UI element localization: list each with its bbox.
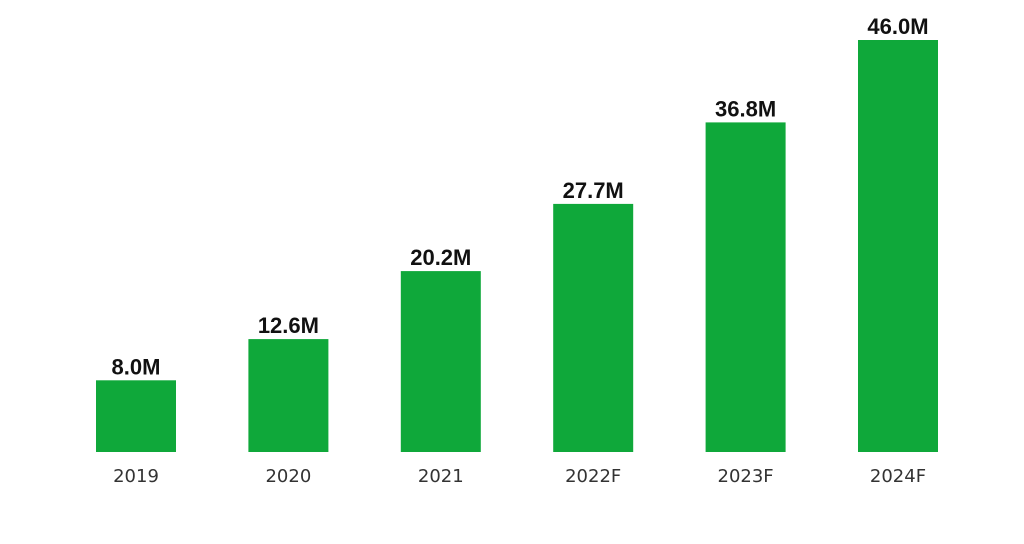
x-tick-label-2020: 2020 <box>265 466 311 487</box>
value-label-2024f: 46.0M <box>867 14 928 39</box>
value-label-2023f: 36.8M <box>715 96 776 121</box>
value-label-2021: 20.2M <box>410 245 471 270</box>
bar-2020 <box>248 339 329 452</box>
x-tick-label-2021: 2021 <box>418 466 464 487</box>
bar-2023f <box>705 122 786 453</box>
x-tick-label-2019: 2019 <box>113 466 159 487</box>
x-tick-labels-layer: 2019 2020 2021 2022F 2023F 2024F <box>113 466 926 487</box>
bar-2019 <box>96 380 176 452</box>
value-label-2022f: 27.7M <box>563 178 624 203</box>
value-label-2019: 8.0M <box>112 354 161 379</box>
bar-2021 <box>400 271 481 452</box>
value-label-2020: 12.6M <box>258 313 319 338</box>
x-tick-label-2022f: 2022F <box>565 466 621 487</box>
x-tick-label-2024f: 2024F <box>870 466 926 487</box>
bars-layer <box>96 40 938 453</box>
bar-2022f <box>553 203 634 452</box>
bar-2024f <box>858 40 938 452</box>
x-tick-label-2023f: 2023F <box>718 466 774 487</box>
value-labels-layer: 8.0M 12.6M 20.2M 27.7M 36.8M 46.0M <box>112 14 929 379</box>
